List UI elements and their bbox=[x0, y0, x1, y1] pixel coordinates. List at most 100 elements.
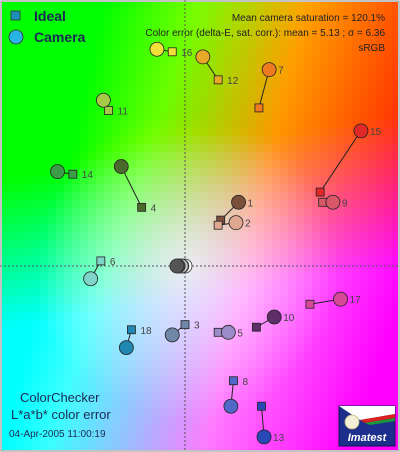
bg-tile bbox=[32, 112, 40, 120]
bg-tile bbox=[56, 288, 64, 296]
bg-tile bbox=[336, 344, 344, 352]
bg-tile bbox=[8, 272, 16, 280]
bg-tile bbox=[304, 352, 312, 360]
bg-tile bbox=[376, 200, 384, 208]
bg-tile bbox=[240, 208, 248, 216]
bg-tile bbox=[2, 176, 8, 184]
bg-tile bbox=[368, 392, 376, 400]
bg-tile bbox=[304, 336, 312, 344]
bg-tile bbox=[48, 96, 56, 104]
bg-tile bbox=[224, 376, 232, 384]
bg-tile bbox=[160, 352, 168, 360]
bg-tile bbox=[264, 400, 272, 408]
bg-tile bbox=[256, 160, 264, 168]
bg-tile bbox=[232, 256, 240, 264]
bg-tile bbox=[288, 432, 296, 440]
bg-tile bbox=[304, 216, 312, 224]
bg-tile bbox=[200, 120, 208, 128]
bg-tile bbox=[112, 24, 120, 32]
bg-tile bbox=[104, 336, 112, 344]
bg-tile bbox=[120, 216, 128, 224]
bg-tile bbox=[264, 24, 272, 32]
bg-tile bbox=[336, 368, 344, 376]
bg-tile bbox=[288, 8, 296, 16]
bg-tile bbox=[232, 88, 240, 96]
bg-tile bbox=[144, 344, 152, 352]
bg-tile bbox=[48, 40, 56, 48]
bg-tile bbox=[272, 80, 280, 88]
bg-tile bbox=[280, 336, 288, 344]
bg-tile bbox=[272, 248, 280, 256]
bg-tile bbox=[376, 96, 384, 104]
bg-tile bbox=[24, 360, 32, 368]
bg-tile bbox=[384, 384, 392, 392]
bg-tile bbox=[104, 112, 112, 120]
bg-tile bbox=[104, 200, 112, 208]
bg-tile bbox=[208, 168, 216, 176]
bg-tile bbox=[392, 208, 398, 216]
bg-tile bbox=[352, 288, 360, 296]
bg-tile bbox=[304, 264, 312, 272]
bg-tile bbox=[40, 336, 48, 344]
patch-label-3: 3 bbox=[194, 321, 200, 332]
bg-tile bbox=[80, 416, 88, 424]
bg-tile bbox=[312, 440, 320, 448]
bg-tile bbox=[328, 176, 336, 184]
bg-tile bbox=[64, 448, 72, 450]
bg-tile bbox=[304, 232, 312, 240]
bg-tile bbox=[328, 136, 336, 144]
bg-tile bbox=[352, 264, 360, 272]
bg-tile bbox=[288, 64, 296, 72]
bg-tile bbox=[96, 352, 104, 360]
bg-tile bbox=[192, 152, 200, 160]
bg-tile bbox=[288, 232, 296, 240]
bg-tile bbox=[8, 400, 16, 408]
bg-tile bbox=[288, 112, 296, 120]
bg-tile bbox=[176, 448, 184, 450]
bg-tile bbox=[272, 160, 280, 168]
bg-tile bbox=[88, 352, 96, 360]
bg-tile bbox=[56, 240, 64, 248]
bg-tile bbox=[240, 416, 248, 424]
bg-tile bbox=[272, 432, 280, 440]
bg-tile bbox=[304, 112, 312, 120]
bg-tile bbox=[144, 88, 152, 96]
bg-tile bbox=[264, 216, 272, 224]
bg-tile bbox=[24, 392, 32, 400]
bg-tile bbox=[256, 2, 264, 8]
bg-tile bbox=[392, 120, 398, 128]
bg-tile bbox=[64, 48, 72, 56]
bg-tile bbox=[56, 56, 64, 64]
bg-tile bbox=[120, 184, 128, 192]
bg-tile bbox=[96, 432, 104, 440]
bg-tile bbox=[128, 72, 136, 80]
bg-tile bbox=[88, 384, 96, 392]
bg-tile bbox=[352, 32, 360, 40]
bg-tile bbox=[320, 152, 328, 160]
bg-tile bbox=[128, 32, 136, 40]
bg-tile bbox=[56, 64, 64, 72]
bg-tile bbox=[200, 80, 208, 88]
bg-tile bbox=[144, 360, 152, 368]
bg-tile bbox=[8, 104, 16, 112]
bg-tile bbox=[312, 56, 320, 64]
ideal-point-12 bbox=[213, 75, 223, 85]
bg-tile bbox=[240, 136, 248, 144]
bg-tile bbox=[328, 216, 336, 224]
bg-tile bbox=[144, 136, 152, 144]
bg-tile bbox=[344, 384, 352, 392]
bg-tile bbox=[32, 296, 40, 304]
bg-tile bbox=[64, 416, 72, 424]
bg-tile bbox=[16, 224, 24, 232]
bg-tile bbox=[368, 320, 376, 328]
bg-tile bbox=[216, 264, 224, 272]
bg-tile bbox=[224, 232, 232, 240]
bg-tile bbox=[376, 360, 384, 368]
bg-tile bbox=[392, 80, 398, 88]
bg-tile bbox=[240, 160, 248, 168]
bg-tile bbox=[368, 232, 376, 240]
ideal-point-10 bbox=[251, 322, 261, 332]
bg-tile bbox=[352, 136, 360, 144]
bg-tile bbox=[112, 440, 120, 448]
bg-tile bbox=[40, 80, 48, 88]
